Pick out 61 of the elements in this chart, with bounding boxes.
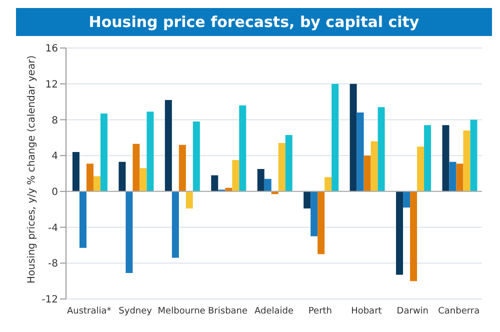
- bar: [449, 162, 456, 192]
- y-tick-label: 8: [52, 115, 58, 126]
- bar: [403, 191, 410, 208]
- bar: [132, 144, 140, 192]
- bar: [72, 152, 80, 192]
- bar: [211, 175, 218, 192]
- bar: [178, 144, 186, 192]
- x-tick-label: Canberra: [438, 306, 480, 316]
- bar: [378, 107, 385, 192]
- bar: [318, 191, 325, 254]
- y-tick-label: 16: [45, 44, 58, 55]
- bar: [417, 146, 424, 192]
- bar: [86, 164, 94, 192]
- bar: [172, 191, 179, 258]
- x-tick-label: Adelaide: [254, 306, 294, 316]
- x-tick-label: Hobart: [351, 306, 382, 316]
- bar: [463, 130, 470, 192]
- x-tick-label: Darwin: [396, 306, 429, 316]
- x-tick-label: Brisbane: [208, 306, 248, 316]
- bar: [285, 134, 292, 192]
- bar: [356, 112, 364, 192]
- y-tick-label: -4: [48, 222, 58, 234]
- bar: [93, 176, 100, 192]
- bar: [79, 191, 86, 248]
- bar: [140, 168, 147, 192]
- bar: [396, 191, 404, 275]
- bar: [278, 143, 286, 192]
- bar: [118, 162, 126, 192]
- x-tick-label: Australia*: [66, 306, 112, 316]
- bar: [410, 191, 418, 282]
- x-tick-label: Perth: [308, 306, 332, 316]
- bar: [332, 84, 339, 192]
- bar: [192, 122, 200, 192]
- bar: [186, 191, 193, 208]
- bar: [304, 191, 311, 208]
- y-tick-label: -12: [42, 294, 58, 306]
- bar: [424, 125, 432, 192]
- x-tick-label: Melbourne: [158, 306, 206, 316]
- x-tick-label: Sydney: [118, 306, 153, 316]
- bar: [350, 84, 357, 192]
- bar: [100, 113, 108, 192]
- chart-title: Housing price forecasts, by capital city: [16, 8, 492, 36]
- bar: [239, 105, 246, 192]
- y-axis-title: Housing prices, y/y % change (calendar year): [26, 55, 38, 284]
- bar: [324, 177, 332, 192]
- bar: [364, 156, 371, 192]
- bar: [264, 178, 272, 192]
- bar: [257, 169, 264, 192]
- bar: [164, 100, 172, 192]
- bar: [470, 120, 478, 192]
- bar: [126, 191, 133, 274]
- bar: [232, 160, 240, 192]
- bar: [370, 141, 378, 192]
- bar: [456, 164, 464, 192]
- y-tick-label: 0: [52, 186, 58, 198]
- bar: [310, 191, 318, 236]
- bar: [146, 112, 154, 192]
- y-tick-label: -8: [48, 258, 58, 270]
- y-tick-label: 4: [52, 151, 58, 162]
- y-tick-label: 12: [45, 79, 58, 90]
- bar: [442, 125, 450, 192]
